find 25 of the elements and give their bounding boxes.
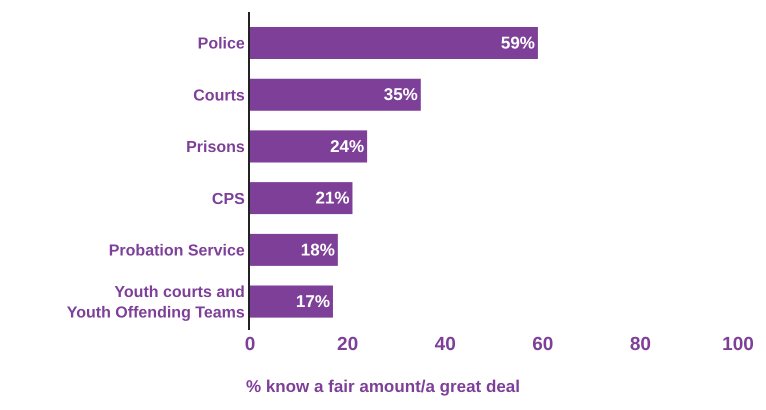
x-axis-title: % know a fair amount/a great deal (246, 377, 520, 396)
y-tick-label: Police (198, 36, 245, 53)
x-tick-label: 100 (722, 334, 754, 355)
y-tick-label: Youth courts and Youth Offending Teams (66, 284, 245, 322)
x-tick-label: 20 (337, 334, 358, 355)
y-tick-label: Probation Service (108, 242, 245, 260)
bar (250, 130, 368, 162)
data-label: 35% (384, 85, 418, 104)
data-label: 17% (296, 292, 330, 312)
x-tick-label: 0 (244, 334, 256, 355)
x-tick-label: 40 (434, 334, 456, 355)
x-tick-label: 80 (630, 334, 651, 355)
data-label: 18% (300, 240, 335, 260)
y-tick-label: Courts (193, 87, 245, 104)
x-tick-label: 60 (532, 334, 554, 355)
data-label: 21% (315, 188, 350, 208)
bar (250, 78, 421, 111)
y-tick-label: CPS (212, 190, 246, 208)
bar (250, 234, 338, 266)
data-label: 24% (330, 136, 364, 156)
y-tick-label: Prisons (186, 139, 245, 156)
bar (250, 182, 352, 214)
data-label: 59% (500, 34, 535, 53)
bar (250, 27, 538, 60)
bar (250, 286, 333, 318)
